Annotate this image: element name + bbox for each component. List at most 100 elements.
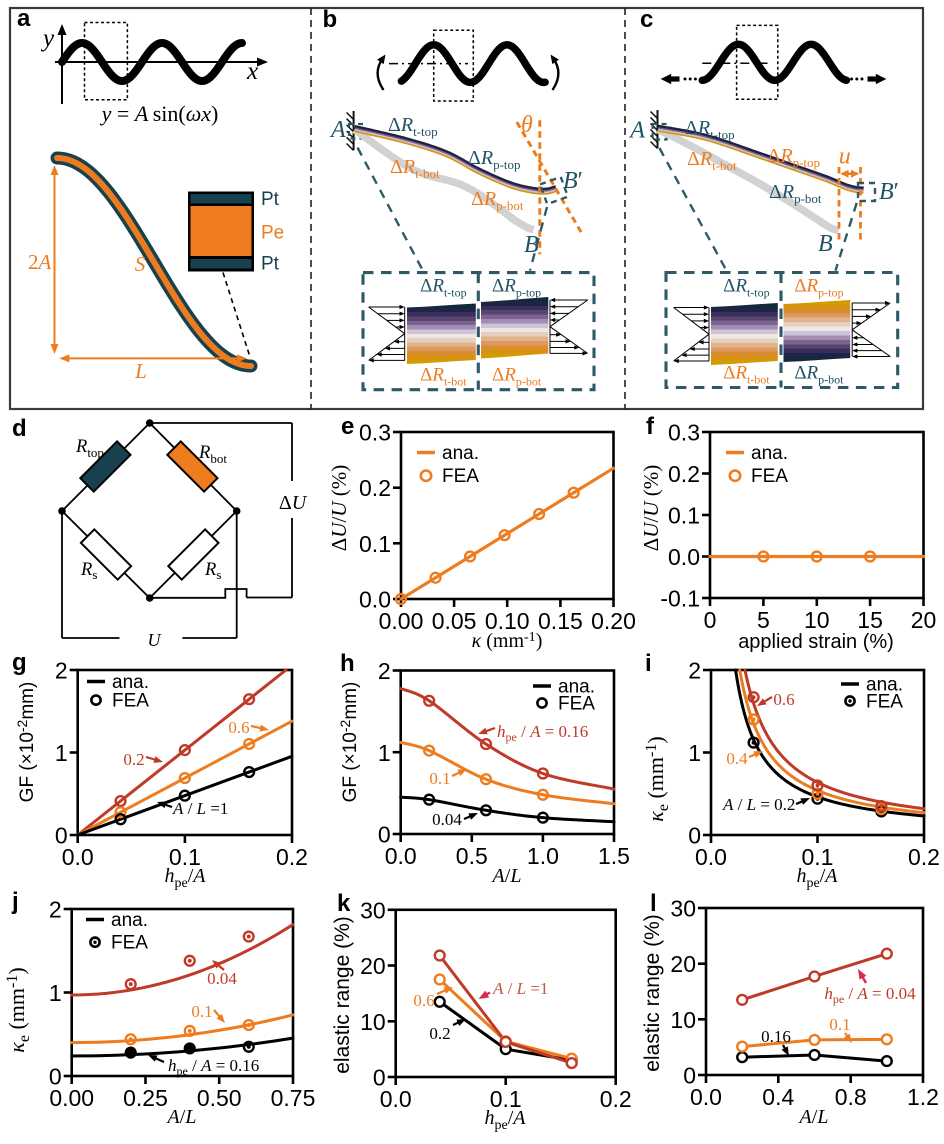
svg-text:Rtop: Rtop <box>75 437 104 460</box>
svg-text:0.0: 0.0 <box>359 587 391 613</box>
svg-text:0.0: 0.0 <box>380 1086 412 1112</box>
svg-text:0: 0 <box>688 823 701 849</box>
svg-text:20: 20 <box>911 607 937 633</box>
svg-text:k: k <box>337 890 351 917</box>
svg-text:0.6: 0.6 <box>413 991 434 1010</box>
svg-text:Pt: Pt <box>261 254 280 275</box>
svg-text:a: a <box>17 5 31 32</box>
svg-text:0.0: 0.0 <box>62 844 94 870</box>
svg-text:ΔRt-bot: ΔRt-bot <box>723 363 770 387</box>
svg-text:10: 10 <box>804 607 830 633</box>
svg-text:GF (×10-2mm): GF (×10-2mm) <box>337 682 361 803</box>
svg-text:15: 15 <box>857 607 883 633</box>
svg-text:0.10: 0.10 <box>485 608 530 634</box>
svg-text:B: B <box>818 231 833 257</box>
svg-text:B′: B′ <box>879 179 899 205</box>
svg-text:20: 20 <box>670 951 696 977</box>
svg-text:0.4: 0.4 <box>726 749 748 768</box>
svg-text:0.0: 0.0 <box>695 844 727 870</box>
svg-text:0.1: 0.1 <box>802 844 834 870</box>
svg-text:ΔRt-bot: ΔRt-bot <box>420 365 467 389</box>
svg-text:30: 30 <box>360 897 386 923</box>
svg-text:0: 0 <box>49 1064 62 1090</box>
svg-text:10: 10 <box>670 1007 696 1033</box>
svg-text:0.2: 0.2 <box>123 750 144 769</box>
svg-text:elastic range (%): elastic range (%) <box>331 916 354 1074</box>
svg-text:0.6: 0.6 <box>228 718 249 737</box>
svg-text:e: e <box>341 413 354 440</box>
svg-text:0: 0 <box>683 1063 696 1089</box>
svg-text:A/L: A/L <box>798 1106 829 1128</box>
svg-text:b: b <box>323 6 338 33</box>
svg-text:0.1: 0.1 <box>668 503 700 529</box>
svg-text:h: h <box>340 650 355 677</box>
svg-text:applied strain (%): applied strain (%) <box>738 631 894 653</box>
svg-text:0.2: 0.2 <box>429 1024 450 1043</box>
svg-text:0.1: 0.1 <box>829 1015 850 1034</box>
svg-text:FEA: FEA <box>558 694 595 715</box>
svg-text:hpe​/A: hpe​/A <box>485 1107 527 1133</box>
svg-text:Rs: Rs <box>204 560 221 582</box>
svg-text:U: U <box>148 630 162 650</box>
svg-text:f: f <box>646 413 655 440</box>
svg-text:0.50: 0.50 <box>197 1085 242 1111</box>
svg-text:0.25: 0.25 <box>123 1085 168 1111</box>
svg-text:1: 1 <box>378 740 391 766</box>
svg-text:1.2: 1.2 <box>907 1084 939 1110</box>
svg-text:FEA: FEA <box>111 933 148 954</box>
svg-text:0.1: 0.1 <box>359 531 391 557</box>
svg-text:A / L =1: A / L =1 <box>172 799 228 818</box>
svg-text:0.00: 0.00 <box>49 1085 94 1111</box>
svg-text:0.15: 0.15 <box>538 608 583 634</box>
svg-text:0.2: 0.2 <box>276 844 308 870</box>
svg-text:A: A <box>329 117 346 143</box>
svg-text:ΔRp-top: ΔRp-top <box>794 276 843 300</box>
svg-text:0.75: 0.75 <box>271 1085 316 1111</box>
svg-text:A/L: A/L <box>166 1106 197 1128</box>
svg-text:1: 1 <box>688 740 701 766</box>
svg-text:0.0: 0.0 <box>690 1084 722 1110</box>
svg-text:0: 0 <box>704 607 717 633</box>
svg-text:0.04: 0.04 <box>207 969 237 988</box>
svg-text:ΔU/U (%): ΔU/U (%) <box>639 465 663 551</box>
svg-text:0.2: 0.2 <box>668 461 700 487</box>
svg-text:1: 1 <box>49 980 62 1006</box>
svg-text:0.2: 0.2 <box>359 475 391 501</box>
svg-text:c: c <box>640 6 653 33</box>
svg-text:ΔRt-top: ΔRt-top <box>723 276 770 300</box>
svg-text:j: j <box>11 888 19 915</box>
svg-text:Pe: Pe <box>261 223 284 244</box>
svg-text:0.2: 0.2 <box>908 844 940 870</box>
svg-text:0.5: 0.5 <box>456 843 488 869</box>
svg-text:0.05: 0.05 <box>432 608 477 634</box>
svg-text:0.1: 0.1 <box>429 769 450 788</box>
svg-text:10: 10 <box>360 1009 386 1035</box>
svg-text:i: i <box>645 650 652 677</box>
svg-text:2: 2 <box>49 897 62 923</box>
svg-text:0.1: 0.1 <box>169 844 201 870</box>
svg-text:0.4: 0.4 <box>762 1084 794 1110</box>
svg-text:-0.1: -0.1 <box>660 586 700 612</box>
svg-text:ΔRt-top: ΔRt-top <box>420 276 467 300</box>
svg-text:0.2: 0.2 <box>600 1086 632 1112</box>
svg-text:Rs: Rs <box>80 560 97 582</box>
svg-text:ana.: ana. <box>866 675 903 696</box>
svg-text:u: u <box>839 144 851 170</box>
svg-text:ana.: ana. <box>442 443 479 464</box>
svg-text:κe (mm-1): κe (mm-1) <box>643 736 672 821</box>
svg-text:elastic range (%): elastic range (%) <box>641 914 664 1072</box>
svg-text:ΔRp-top: ΔRp-top <box>468 147 521 172</box>
svg-text:A / L =1: A / L =1 <box>492 979 548 998</box>
svg-text:L: L <box>134 359 147 383</box>
svg-text:FEA: FEA <box>442 466 479 487</box>
svg-text:0.6: 0.6 <box>773 690 794 709</box>
svg-text:2: 2 <box>55 658 68 684</box>
svg-text:0.0: 0.0 <box>668 544 700 570</box>
svg-text:κ (mm-1): κ (mm-1) <box>472 630 543 652</box>
svg-text:0.00: 0.00 <box>379 608 424 634</box>
svg-text:A / L = 0.2: A / L = 0.2 <box>722 795 795 814</box>
svg-text:ΔU/U (%): ΔU/U (%) <box>327 465 351 551</box>
svg-text:2: 2 <box>688 658 701 684</box>
svg-text:30: 30 <box>670 896 696 922</box>
svg-text:20: 20 <box>360 953 386 979</box>
